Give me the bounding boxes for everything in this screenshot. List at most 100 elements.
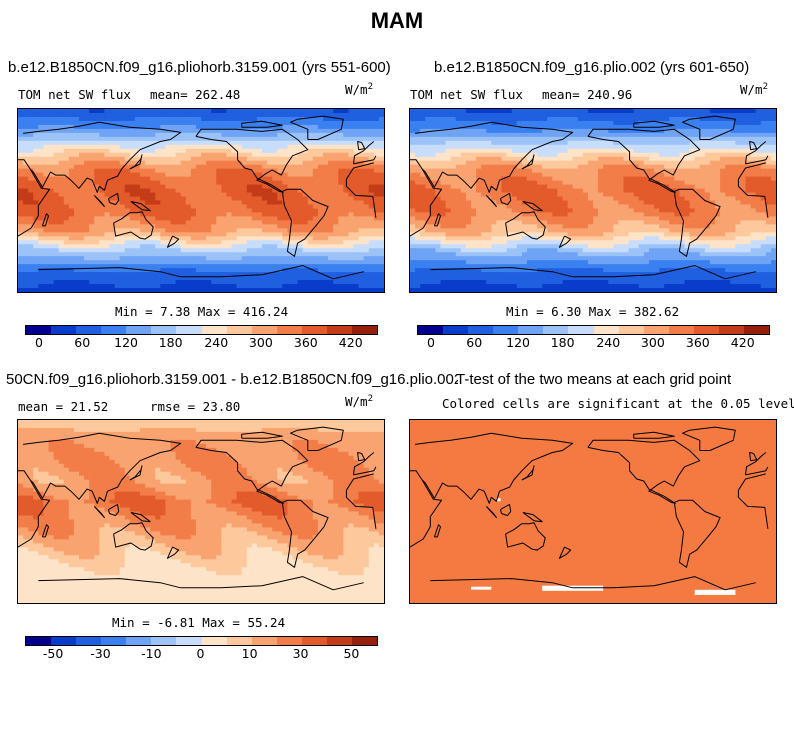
grid-cell	[140, 168, 146, 174]
grid-cell	[43, 124, 49, 130]
grid-cell	[262, 132, 268, 138]
grid-cell	[415, 112, 421, 118]
grid-cell	[552, 180, 558, 185]
grid-cell	[63, 240, 70, 245]
grid-cell	[277, 264, 283, 269]
grid-cell	[262, 168, 268, 174]
grid-cell	[715, 180, 721, 185]
grid-cell	[348, 160, 354, 166]
grid-cell	[664, 116, 670, 122]
grid-cell	[221, 184, 227, 189]
grid-cell	[150, 124, 156, 130]
grid-cell	[206, 284, 212, 289]
grid-cell	[155, 236, 161, 241]
grid-cell	[104, 284, 110, 289]
grid-cell	[170, 236, 176, 241]
grid-cell	[425, 196, 431, 201]
colorbar-tick-label: 180	[158, 335, 183, 350]
grid-cell	[124, 132, 131, 138]
grid-cell	[689, 168, 696, 174]
grid-cell	[292, 236, 298, 241]
grid-cell	[317, 212, 324, 217]
grid-cell	[363, 180, 370, 185]
grid-cell	[277, 152, 283, 158]
grid-cell	[643, 192, 650, 197]
grid-cell	[307, 276, 314, 281]
grid-cell	[287, 248, 293, 253]
grid-cell	[307, 160, 314, 166]
grid-cell	[292, 164, 298, 170]
grid-cell	[577, 184, 584, 189]
grid-cell	[150, 284, 156, 289]
grid-cell	[251, 244, 258, 249]
grid-cell	[119, 276, 126, 281]
grid-cell	[38, 188, 44, 193]
grid-cell	[317, 172, 324, 178]
panel-1-map	[17, 108, 385, 293]
grid-cell	[236, 112, 243, 118]
grid-cell	[755, 136, 762, 142]
grid-cell	[552, 136, 558, 142]
grid-cell	[175, 116, 182, 122]
grid-cell	[89, 152, 95, 158]
grid-cell	[471, 116, 477, 122]
grid-cell	[241, 248, 248, 253]
grid-cell	[338, 220, 344, 225]
grid-cell	[246, 260, 253, 265]
grid-cell	[33, 172, 39, 178]
grid-cell	[373, 172, 380, 178]
grid-cell	[765, 188, 772, 193]
grid-cell	[287, 196, 293, 201]
grid-cell	[43, 172, 49, 178]
grid-cell	[445, 156, 452, 162]
grid-cell	[226, 256, 232, 261]
grid-cell	[99, 124, 105, 130]
grid-cell	[38, 224, 44, 229]
grid-cell	[231, 148, 237, 154]
grid-cell	[206, 276, 212, 281]
grid-cell	[231, 212, 237, 217]
grid-cell	[562, 109, 568, 114]
grid-cell	[587, 140, 594, 146]
grid-cell	[160, 272, 166, 277]
grid-cell	[353, 232, 359, 237]
grid-cell	[165, 156, 171, 162]
grid-cell	[226, 196, 232, 201]
grid-cell	[79, 232, 85, 237]
grid-cell	[358, 264, 365, 269]
grid-cell	[104, 136, 110, 142]
grid-cell	[481, 168, 487, 174]
grid-cell	[221, 188, 227, 193]
grid-cell	[659, 184, 665, 189]
grid-cell	[720, 148, 726, 154]
grid-cell	[659, 188, 665, 193]
grid-cell	[79, 204, 85, 209]
grid-cell	[297, 212, 304, 217]
grid-cell	[129, 268, 136, 273]
grid-cell	[760, 120, 767, 126]
grid-cell	[38, 272, 44, 277]
grid-cell	[236, 188, 243, 193]
grid-cell	[206, 252, 212, 257]
grid-cell	[58, 252, 65, 257]
grid-cell	[547, 128, 553, 134]
grid-cell	[155, 220, 161, 225]
grid-cell	[201, 228, 207, 233]
grid-cell	[221, 176, 227, 182]
grid-cell	[165, 196, 171, 201]
grid-cell	[231, 240, 237, 245]
grid-cell	[694, 168, 701, 174]
grid-cell	[58, 124, 65, 130]
grid-cell	[348, 164, 354, 170]
grid-cell	[476, 164, 482, 170]
grid-cell	[99, 136, 105, 142]
grid-cell	[511, 188, 518, 193]
grid-cell	[765, 109, 772, 114]
grid-cell	[659, 109, 665, 114]
colorbar-swatch	[151, 326, 177, 334]
grid-cell	[246, 284, 253, 289]
grid-cell	[211, 256, 217, 261]
grid-cell	[28, 156, 34, 162]
grid-cell	[201, 268, 207, 273]
grid-cell	[180, 196, 187, 201]
